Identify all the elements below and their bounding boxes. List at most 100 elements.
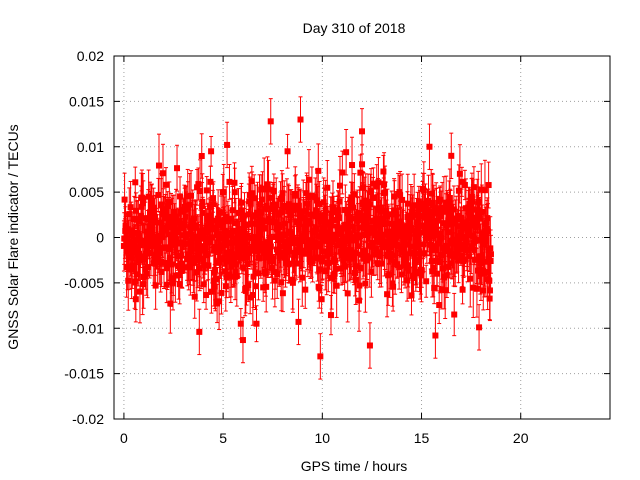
data-point xyxy=(447,213,454,220)
data-point xyxy=(166,246,173,253)
data-point xyxy=(395,232,402,239)
data-point xyxy=(352,269,359,276)
data-point xyxy=(461,256,468,263)
data-point xyxy=(387,244,394,251)
data-point xyxy=(327,312,334,319)
data-point xyxy=(417,222,424,229)
data-point xyxy=(258,220,265,227)
data-point xyxy=(188,238,195,245)
data-point xyxy=(463,233,470,240)
data-point xyxy=(219,255,226,262)
data-point xyxy=(332,257,339,264)
y-tick-label: 0.02 xyxy=(77,48,104,64)
data-point xyxy=(366,342,373,349)
data-point xyxy=(143,245,150,252)
data-point xyxy=(194,184,201,191)
data-point xyxy=(480,287,487,294)
data-point xyxy=(487,258,494,265)
data-point xyxy=(167,254,174,261)
data-point xyxy=(215,215,222,222)
data-point xyxy=(374,238,381,245)
data-point xyxy=(208,148,215,155)
data-point xyxy=(227,273,234,280)
data-point xyxy=(250,233,257,240)
data-point xyxy=(221,216,228,223)
data-point xyxy=(212,266,219,273)
data-point xyxy=(231,179,238,186)
data-point xyxy=(187,264,194,271)
data-point xyxy=(175,262,182,269)
data-point xyxy=(124,226,131,233)
data-point xyxy=(273,225,280,232)
data-point xyxy=(178,252,185,259)
data-point xyxy=(144,228,151,235)
data-point xyxy=(485,182,492,189)
data-point xyxy=(470,284,477,291)
data-point xyxy=(437,234,444,241)
data-point xyxy=(130,241,137,248)
data-point xyxy=(249,292,256,299)
data-point xyxy=(303,190,310,197)
data-point xyxy=(395,221,402,228)
data-point xyxy=(302,207,309,214)
data-point xyxy=(421,223,428,230)
x-tick-label: 20 xyxy=(513,430,529,446)
data-point xyxy=(383,220,390,227)
data-point xyxy=(254,235,261,242)
data-point xyxy=(300,214,307,221)
data-point xyxy=(195,239,202,246)
data-point xyxy=(131,215,138,222)
data-point xyxy=(418,272,425,279)
data-point xyxy=(208,288,215,295)
data-point xyxy=(252,283,259,290)
data-point xyxy=(277,237,284,244)
y-tick-label: 0.01 xyxy=(77,139,104,155)
data-point xyxy=(351,253,358,260)
data-point xyxy=(175,229,182,236)
data-point xyxy=(266,235,273,242)
data-point xyxy=(267,243,274,250)
data-point xyxy=(304,242,311,249)
data-point xyxy=(356,297,363,304)
data-point xyxy=(450,206,457,213)
data-point xyxy=(133,249,140,256)
data-point xyxy=(363,253,370,260)
data-point xyxy=(188,192,195,199)
data-point xyxy=(420,250,427,257)
data-point xyxy=(465,204,472,211)
data-point xyxy=(174,165,181,172)
data-point xyxy=(376,204,383,211)
data-point xyxy=(289,207,296,214)
data-point xyxy=(312,225,319,232)
data-point xyxy=(156,249,163,256)
data-point xyxy=(388,211,395,218)
data-point xyxy=(153,219,160,226)
data-point xyxy=(356,210,363,217)
data-point xyxy=(269,264,276,271)
data-point xyxy=(444,246,451,253)
data-point xyxy=(316,200,323,207)
data-point xyxy=(259,217,266,224)
y-tick-label: -0.005 xyxy=(64,275,104,291)
data-point xyxy=(352,276,359,283)
data-point xyxy=(209,234,216,241)
data-point xyxy=(426,228,433,235)
data-point xyxy=(469,216,476,223)
data-point xyxy=(361,231,368,238)
y-tick-label: -0.02 xyxy=(72,411,104,427)
data-point xyxy=(445,217,452,224)
data-point xyxy=(303,221,310,228)
data-point xyxy=(354,217,361,224)
data-point xyxy=(301,228,308,235)
data-point xyxy=(132,179,139,186)
data-point xyxy=(455,187,462,194)
data-point xyxy=(139,281,146,288)
data-point xyxy=(367,229,374,236)
data-point xyxy=(240,227,247,234)
data-point xyxy=(371,251,378,258)
data-point xyxy=(256,201,263,208)
data-point xyxy=(254,209,261,216)
data-point xyxy=(173,213,180,220)
data-point xyxy=(435,240,442,247)
data-point xyxy=(316,233,323,240)
